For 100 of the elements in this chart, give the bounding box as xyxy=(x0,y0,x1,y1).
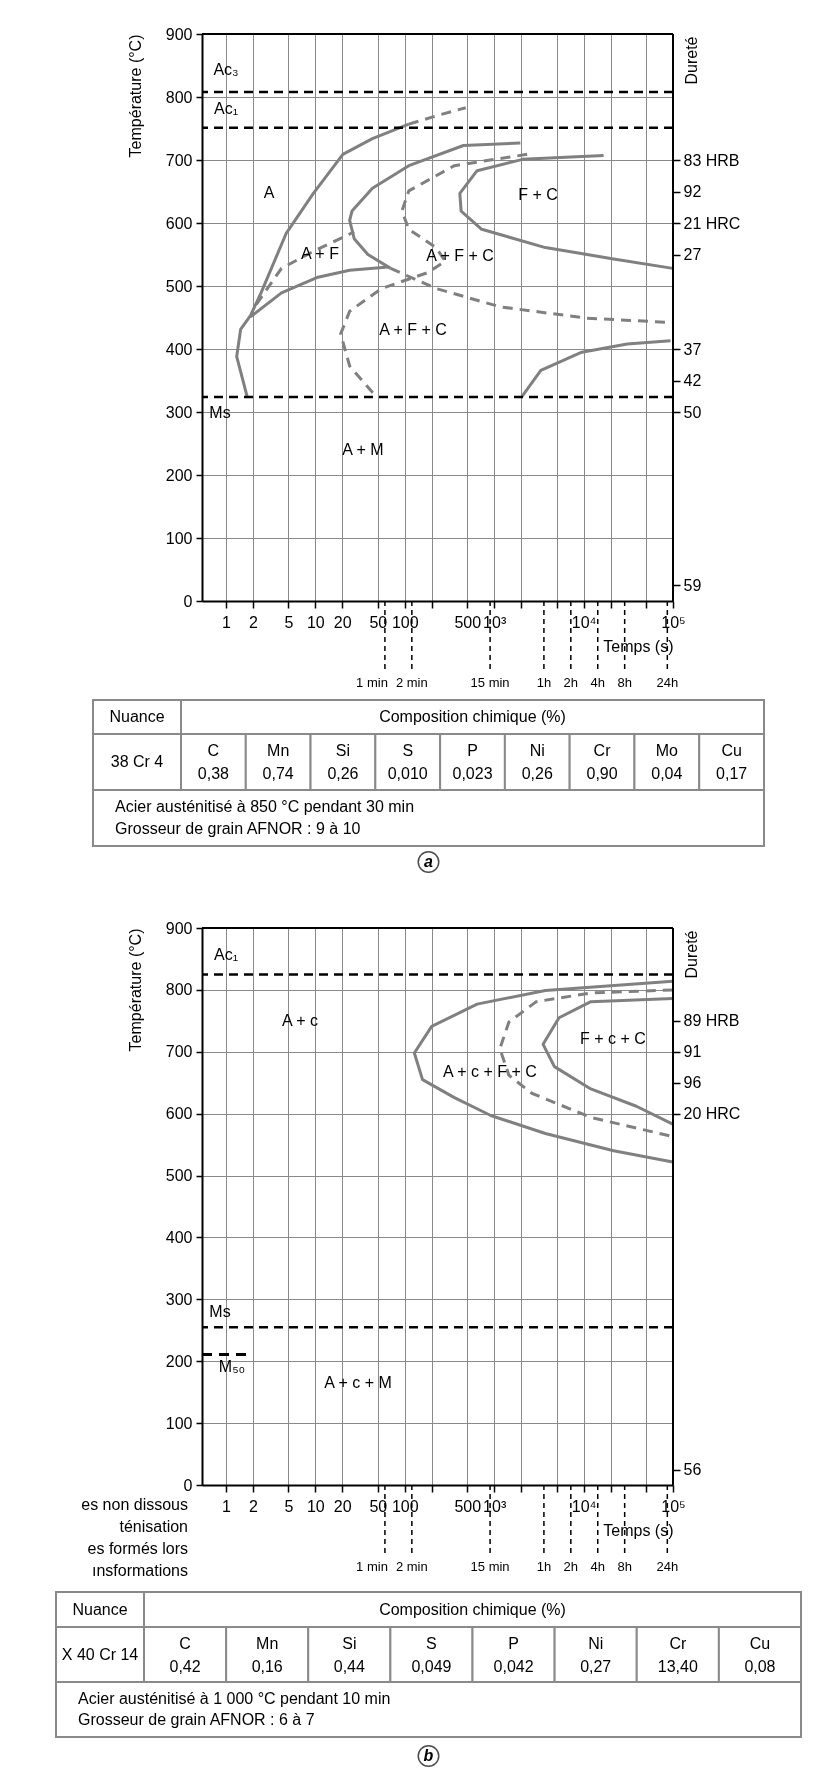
y-tick-label: 400 xyxy=(165,1228,193,1246)
y-tick-label: 900 xyxy=(165,25,193,43)
y-tick-label: 800 xyxy=(165,981,193,999)
x-tick-label: 2 xyxy=(248,613,258,631)
ref-line-label: 24h xyxy=(656,675,679,690)
category-label: 83 HRB xyxy=(683,151,740,169)
ref-line-label: 4h xyxy=(590,1559,605,1574)
x-tick-label: 100 xyxy=(391,613,419,631)
category-label: Cu xyxy=(721,741,742,759)
y-axis-title: Température (°C) xyxy=(126,34,144,158)
text: Nuance xyxy=(72,1600,128,1618)
y-tick-label: 400 xyxy=(165,340,193,358)
text: es formés lors xyxy=(87,1540,188,1557)
x-tick-label: 1 xyxy=(221,1497,231,1515)
y-tick-label: 200 xyxy=(165,1352,193,1370)
category-label: 91 xyxy=(683,1043,702,1061)
annotation: Ac₁ xyxy=(213,100,239,117)
ref-line-label: 2h xyxy=(563,675,579,690)
y2-axis-title: Dureté xyxy=(682,930,700,979)
x-tick-label: 500 xyxy=(454,613,482,631)
y-tick-label: 100 xyxy=(165,529,193,547)
ref-line-label: 1h xyxy=(536,675,552,690)
annotation: A + M xyxy=(342,441,384,458)
category-label: C xyxy=(207,741,220,759)
y2-axis-title: Dureté xyxy=(682,36,700,85)
x-tick-label: 5 xyxy=(284,613,294,631)
annotation: M₅₀ xyxy=(218,1358,246,1375)
x-tick-label: 500 xyxy=(454,1497,482,1515)
category-label: Cu xyxy=(749,1634,771,1652)
ref-line-label: 2h xyxy=(563,1559,579,1574)
text: Grosseur de grain AFNOR : 9 à 10 xyxy=(115,819,361,837)
x-tick-label: 2 xyxy=(248,1497,258,1515)
category-label: S xyxy=(426,1634,437,1652)
x-tick-label: 50 xyxy=(369,613,388,631)
category-label: 37 xyxy=(683,340,702,358)
ref-line-label: 1h xyxy=(536,1559,552,1574)
category-label: S xyxy=(402,741,414,759)
text: 38 Cr 4 xyxy=(110,753,164,770)
annotation: A + c + F + C xyxy=(443,1063,537,1080)
annotation: A + c xyxy=(281,1012,319,1029)
x-tick-label: 20 xyxy=(333,613,352,631)
text: 0,049 xyxy=(411,1657,452,1675)
text: ténisation xyxy=(119,1518,188,1535)
category-label: 89 HRB xyxy=(683,1012,740,1030)
category-label: Ni xyxy=(588,1634,604,1652)
y-tick-label: 0 xyxy=(183,592,193,610)
annotation: A + F xyxy=(301,245,340,262)
y-tick-label: 0 xyxy=(183,1476,193,1494)
ref-line-label: 1 min xyxy=(356,1559,388,1574)
category-label: 59 xyxy=(683,576,702,594)
x-tick-label: 10³ xyxy=(483,1497,507,1515)
x-tick-label: 50 xyxy=(369,1497,388,1515)
annotation: A + c + M xyxy=(324,1374,392,1391)
category-label: Mn xyxy=(267,741,290,759)
ref-line-label: 24h xyxy=(656,1559,679,1574)
annotation: F + c + C xyxy=(580,1030,646,1047)
text: X 40 Cr 14 xyxy=(61,1645,139,1663)
ref-line-label: 2 min xyxy=(395,675,428,690)
text: 0,042 xyxy=(493,1657,534,1675)
category-label: 96 xyxy=(683,1074,702,1092)
ref-line-label: 15 min xyxy=(470,675,510,690)
category-label: P xyxy=(467,741,478,759)
text: 0,74 xyxy=(262,765,294,783)
annotation: A xyxy=(263,184,275,201)
category-label: 42 xyxy=(683,372,702,389)
text: Composition chimique (%) xyxy=(379,1600,566,1618)
y-tick-label: 600 xyxy=(165,1105,193,1123)
text: Acier austénitisé à 850 °C pendant 30 min xyxy=(115,798,415,816)
x-tick-label: 5 xyxy=(284,1497,294,1515)
y-tick-label: 700 xyxy=(165,151,193,169)
text: 0,26 xyxy=(327,765,359,783)
text: es non dissous xyxy=(81,1496,188,1513)
ref-line-label: 2 min xyxy=(395,1559,428,1574)
text: 0,08 xyxy=(744,1657,776,1675)
text: ınsformations xyxy=(91,1562,188,1579)
text: b xyxy=(423,1747,434,1764)
text: 13,40 xyxy=(657,1657,698,1675)
ref-line-label: 8h xyxy=(617,1559,632,1574)
y-tick-label: 700 xyxy=(165,1043,193,1061)
x-tick-label: 10 xyxy=(306,613,325,631)
text: 0,010 xyxy=(387,765,428,783)
text: 0,90 xyxy=(586,765,618,783)
y-tick-label: 600 xyxy=(165,214,193,232)
annotation: Ms xyxy=(209,1303,231,1320)
text: 0,38 xyxy=(197,765,229,783)
x-tick-label: 10⁴ xyxy=(571,1497,597,1515)
x-tick-label: 10⁵ xyxy=(661,1497,686,1515)
ref-line-label: 4h xyxy=(590,675,605,690)
text: 0,42 xyxy=(169,1657,201,1675)
category-label: 50 xyxy=(683,403,702,421)
category-label: Si xyxy=(342,1634,357,1652)
text: 0,26 xyxy=(521,765,553,783)
y-tick-label: 100 xyxy=(165,1414,193,1432)
x-axis-title: Temps (s) xyxy=(603,1521,674,1539)
category-label: Cr xyxy=(593,741,612,759)
text: Grosseur de grain AFNOR : 6 à 7 xyxy=(78,1710,315,1728)
category-label: Ni xyxy=(529,741,545,759)
category-label: 92 xyxy=(683,183,702,200)
category-label: P xyxy=(508,1634,519,1652)
category-label: 56 xyxy=(683,1461,702,1479)
